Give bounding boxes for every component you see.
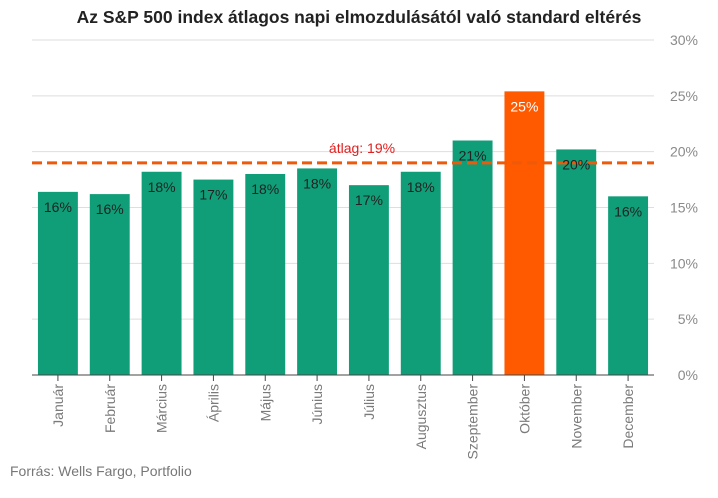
x-tick-label: Március <box>154 384 170 433</box>
y-tick-label: 30% <box>670 32 698 48</box>
chart-title: Az S&P 500 index átlagos napi elmozdulás… <box>76 7 642 27</box>
bar <box>556 149 597 375</box>
data-label: 18% <box>303 175 331 191</box>
x-tick-label: Július <box>361 384 377 420</box>
average-label: átlag: 19% <box>329 140 395 156</box>
y-axis-ticks: 0% 5% 10% 15% 20% 25% 30% <box>670 32 698 383</box>
x-tick-label: Április <box>205 384 221 422</box>
data-label: 21% <box>459 148 487 164</box>
y-tick-label: 10% <box>670 255 698 271</box>
x-tick-label: Január <box>50 384 66 427</box>
x-tick-label: Augusztus <box>413 384 429 449</box>
source-note: Forrás: Wells Fargo, Portfolio <box>10 463 192 479</box>
data-label: 17% <box>199 187 227 203</box>
data-label: 25% <box>510 98 538 114</box>
bar <box>348 185 389 375</box>
bar <box>608 196 649 375</box>
x-tick-label: Szeptember <box>465 384 481 460</box>
y-tick-label: 25% <box>670 88 698 104</box>
bar <box>297 168 338 375</box>
bar <box>37 191 78 375</box>
bar <box>452 140 493 375</box>
y-tick-label: 15% <box>670 200 698 216</box>
y-tick-label: 5% <box>678 311 698 327</box>
data-label: 16% <box>44 199 72 215</box>
x-tick-label: Június <box>309 384 325 424</box>
y-tick-label: 0% <box>678 367 698 383</box>
data-labels: 16% 16% 18% 17% 18% 18% 17% 18% 21% 25% 20% 16% <box>44 98 642 219</box>
bar <box>89 194 130 375</box>
x-tick-label: December <box>620 384 636 449</box>
x-tick-label: Február <box>102 384 118 433</box>
x-tick-label: November <box>568 384 584 449</box>
data-label: 18% <box>251 181 279 197</box>
x-tick-label: Május <box>257 384 273 421</box>
data-label: 18% <box>148 179 176 195</box>
bar <box>400 171 441 375</box>
bars <box>37 91 649 375</box>
data-label: 16% <box>96 201 124 217</box>
average-marker: átlag: 19% <box>32 140 654 165</box>
data-label: 18% <box>407 179 435 195</box>
x-tick-label: Október <box>516 384 532 434</box>
data-label: 16% <box>614 203 642 219</box>
bar <box>504 91 545 375</box>
bar <box>245 174 286 375</box>
x-axis-ticks: Január Február Március Április Május Június Jú… <box>32 374 654 460</box>
data-label: 20% <box>562 156 590 172</box>
bar <box>193 179 234 375</box>
bar <box>141 171 182 375</box>
data-label: 17% <box>355 192 383 208</box>
y-tick-label: 20% <box>670 144 698 160</box>
